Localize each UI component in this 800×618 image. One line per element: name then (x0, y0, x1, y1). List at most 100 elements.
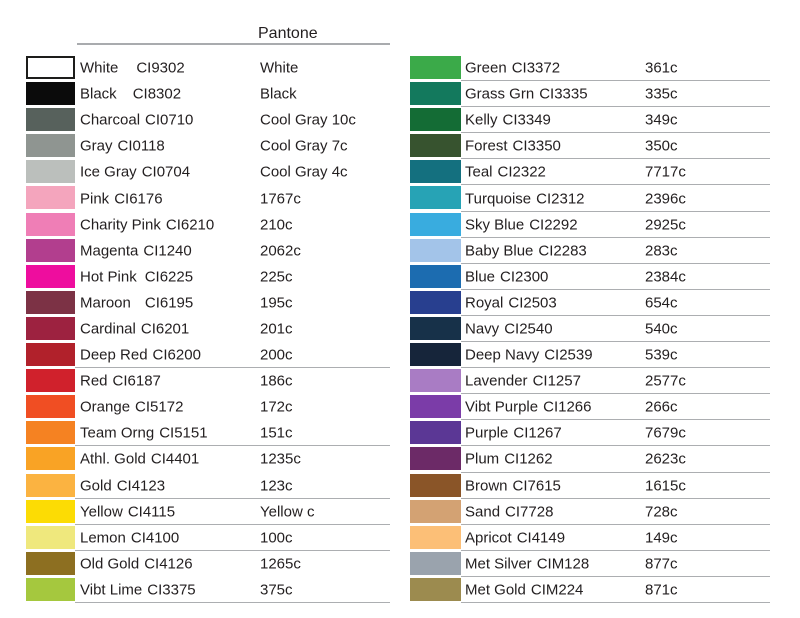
row-divider (461, 184, 770, 186)
color-row: Forest CI3350 350c (410, 133, 780, 160)
ci-code: CIM128 (536, 555, 590, 573)
color-name: Vibt Purple (465, 398, 539, 416)
pantone-code: 877c (645, 555, 678, 573)
color-swatch (410, 369, 461, 393)
color-row: Ice Gray CI0704 Cool Gray 4c (26, 159, 396, 185)
color-swatch (410, 316, 461, 340)
right-color-column: Green CI3372 361c Grass Grn CI3335 335c Ke… (410, 55, 780, 603)
pantone-code: White (260, 59, 299, 77)
color-swatch (410, 82, 461, 106)
color-row: Sand CI7728 728c (410, 499, 780, 525)
color-swatch (26, 134, 75, 158)
row-divider (461, 288, 770, 290)
pantone-code: 266c (645, 398, 678, 416)
color-swatch (26, 316, 75, 340)
color-name: Sand (465, 503, 501, 521)
color-name: Charity Pink (80, 216, 161, 234)
ci-code: CI1267 (513, 424, 562, 442)
pantone-code: 349c (645, 111, 678, 129)
color-name: Purple (465, 424, 509, 442)
color-swatch (410, 577, 461, 601)
pantone-code: 654c (645, 294, 678, 312)
ci-code: CI1240 (143, 242, 192, 260)
color-swatch (26, 577, 75, 601)
pantone-code: 375c (260, 581, 293, 599)
pantone-code: 210c (260, 216, 293, 234)
color-row: Lemon CI4100 100c (26, 525, 396, 551)
ci-code: CI1266 (543, 398, 592, 416)
pantone-code: 871c (645, 581, 678, 599)
color-name: Sky Blue (465, 216, 525, 234)
row-divider (461, 236, 770, 238)
color-row: Gold CI4123 123c (26, 473, 396, 499)
pantone-code: 540c (645, 320, 678, 338)
pantone-code: 2396c (645, 190, 686, 208)
pantone-code: 201c (260, 320, 293, 338)
ci-code: CI2503 (508, 294, 557, 312)
pantone-code: 728c (645, 503, 678, 521)
color-swatch (26, 525, 75, 549)
color-swatch (410, 108, 461, 132)
color-swatch (410, 395, 461, 419)
pantone-code: 7679c (645, 424, 686, 442)
color-row: Grass Grn CI3335 335c (410, 81, 780, 108)
ci-code: CI2300 (500, 268, 549, 286)
row-divider (461, 393, 770, 395)
color-row: Met Gold CIM224 871c (410, 577, 780, 603)
ci-code: CI8302 (132, 85, 182, 103)
color-row: Deep Red CI6200 200c (26, 342, 396, 369)
color-swatch (26, 160, 75, 184)
pantone-code: 172c (260, 398, 293, 416)
row-divider (75, 497, 390, 499)
row-divider (75, 601, 390, 603)
color-name: Forest (465, 137, 508, 155)
color-swatch (26, 264, 75, 288)
row-divider (461, 601, 770, 603)
color-swatch (26, 290, 75, 314)
row-divider (461, 445, 770, 447)
ci-code: CI3335 (539, 85, 588, 103)
color-swatch (410, 447, 461, 471)
row-divider (461, 497, 770, 499)
row-divider (461, 132, 770, 134)
color-name: Blue (465, 268, 496, 286)
color-swatch (410, 499, 461, 523)
color-swatch (26, 447, 75, 471)
color-row: Navy CI2540 540c (410, 316, 780, 343)
color-swatch (410, 134, 461, 158)
ci-code: CI0704 (141, 163, 191, 181)
ci-code: CI2283 (538, 242, 587, 260)
ci-code: CI7615 (512, 477, 561, 495)
row-divider (461, 80, 770, 82)
color-name: Kelly (465, 111, 498, 129)
color-name: Teal (465, 163, 493, 181)
color-row: Team Orng CI5151 151c (26, 420, 396, 447)
color-row: Athl. Gold CI4401 1235c (26, 446, 396, 472)
color-row: Vibt Lime CI3375 375c (26, 577, 396, 603)
ci-code: CI2312 (536, 190, 585, 208)
color-swatch (410, 473, 461, 497)
color-name: Met Gold (465, 581, 526, 599)
color-swatch (410, 186, 461, 210)
color-row: Apricot CI4149 149c (410, 525, 780, 551)
header-divider (77, 43, 390, 45)
pantone-column-header: Pantone (258, 25, 318, 42)
pantone-code: 539c (645, 346, 678, 364)
color-name: Royal (465, 294, 504, 312)
color-name: Plum (465, 450, 500, 468)
color-row: Plum CI1262 2623c (410, 446, 780, 473)
row-divider (461, 210, 770, 212)
color-swatch (410, 421, 461, 445)
pantone-code: Black (260, 85, 297, 103)
color-name: Vibt Lime (80, 581, 143, 599)
color-name: Black (80, 85, 117, 103)
ci-code: CI2540 (504, 320, 553, 338)
color-name: Magenta (80, 242, 139, 260)
pantone-code: 123c (260, 477, 293, 495)
color-swatch (410, 551, 461, 575)
color-name: Baby Blue (465, 242, 534, 260)
color-name: Cardinal (80, 320, 136, 338)
ci-code: CI4401 (150, 450, 200, 468)
color-row: Cardinal CI6201 201c (26, 316, 396, 342)
color-row: Green CI3372 361c (410, 55, 780, 82)
